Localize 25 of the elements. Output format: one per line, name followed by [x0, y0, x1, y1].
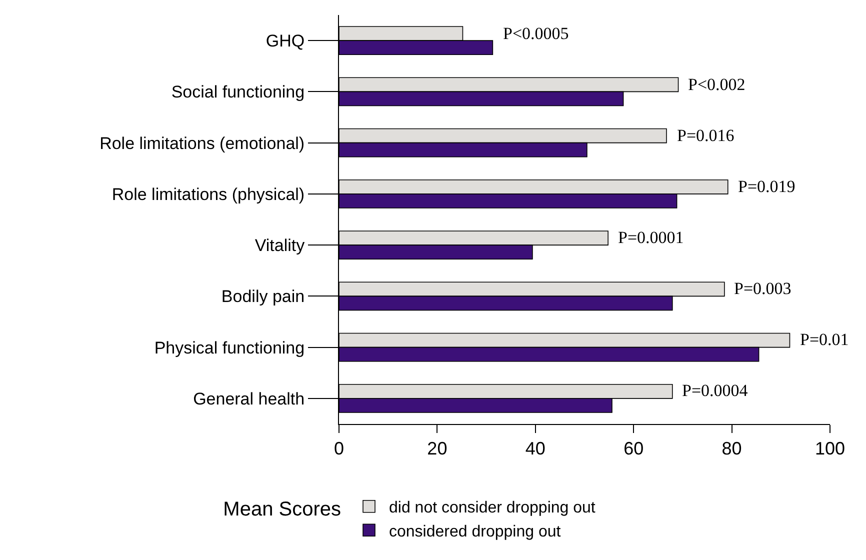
y-tick-label: Vitality: [254, 236, 306, 256]
x-tick-label: 80: [722, 438, 742, 459]
y-tick-label: General health: [193, 389, 305, 408]
y-tick-label: Physical functioning: [154, 338, 305, 358]
annotation: P=0.019: [738, 177, 796, 196]
x-tick-label: 20: [427, 438, 448, 459]
x-tick-label: 100: [814, 438, 846, 459]
annotation: P=0.003: [734, 279, 792, 298]
annotation: P<0.002: [688, 75, 746, 94]
y-tick-label: Social functioning: [171, 82, 305, 102]
annotation: P<0.0005: [503, 24, 569, 43]
y-tick-label: Role limitations (physical): [112, 184, 305, 204]
annotation: P=0.01: [800, 330, 849, 349]
annotation: P=0.016: [677, 126, 734, 145]
annotation: P=0.0004: [682, 381, 748, 400]
y-tick-label: GHQ: [266, 32, 305, 51]
y-tick-label: Role limitations (emotional): [100, 134, 305, 153]
y-tick-label: Bodily pain: [221, 287, 305, 306]
annotation: P=0.0001: [618, 228, 684, 247]
legend-title: Mean Scores: [223, 498, 342, 520]
x-tick-label: 0: [334, 438, 344, 459]
legend-label: considered dropping out: [389, 523, 562, 540]
x-tick-label: 40: [525, 438, 546, 459]
legend-label: did not consider dropping out: [389, 500, 596, 517]
x-tick-label: 60: [624, 438, 644, 459]
